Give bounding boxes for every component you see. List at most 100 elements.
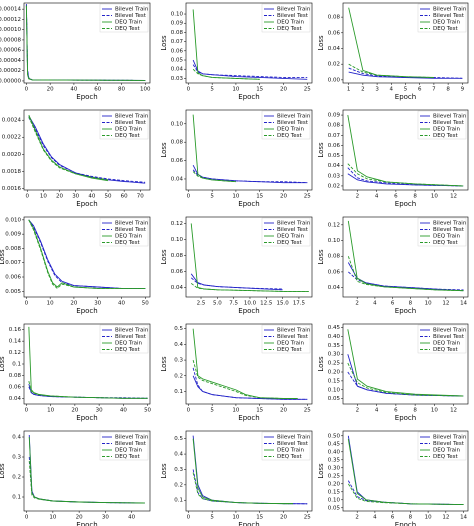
- series-line: [347, 438, 464, 506]
- x-tick-label: 10: [431, 408, 438, 414]
- y-tick-label: 0.06: [328, 143, 341, 149]
- y-tick-label: 0.04: [171, 67, 184, 73]
- x-tick-label: 4: [373, 515, 377, 521]
- x-tick-label: 70: [137, 194, 144, 200]
- series-line: [28, 116, 109, 181]
- legend-label: DEQ Train: [433, 448, 460, 454]
- legend-label: Bilevel Train: [115, 435, 149, 441]
- legend-label: Bilevel Test: [115, 441, 147, 447]
- y-tick-label: 0.10: [171, 237, 184, 243]
- legend-label: Bilevel Train: [433, 221, 467, 227]
- y-tick-label: 0.45: [328, 441, 341, 447]
- y-tick-label: 0.30: [328, 352, 341, 358]
- y-tick-label: 0.40: [328, 449, 341, 455]
- series-line: [347, 173, 464, 187]
- y-tick-label: 0.00004: [0, 58, 21, 64]
- legend-label: Bilevel Test: [277, 441, 309, 447]
- legend-label: DEQ Test: [433, 26, 458, 32]
- x-tick-label: 3: [375, 87, 379, 93]
- plot-frame: [23, 109, 151, 191]
- y-tick-label: 0.0018: [2, 169, 22, 175]
- legend-label: DEQ Train: [433, 341, 460, 347]
- x-axis-label: Epoch: [76, 307, 97, 315]
- y-tick-label: 0.1: [12, 362, 21, 368]
- y-tick-label: 0.0016: [2, 186, 22, 192]
- y-tick-label: 0.30: [328, 465, 341, 471]
- legend-label: DEQ Test: [115, 26, 140, 32]
- x-tick-label: 40: [128, 515, 135, 521]
- x-tick-label: 0: [25, 87, 29, 93]
- legend-label: DEQ Train: [433, 234, 460, 240]
- y-tick-label: 0.12: [171, 221, 183, 227]
- legend-label: Bilevel Train: [433, 114, 467, 120]
- series-line: [190, 277, 283, 290]
- legend-label: Bilevel Test: [433, 334, 465, 340]
- y-tick-label: 0.07: [171, 39, 184, 45]
- legend-label: Bilevel Test: [433, 441, 465, 447]
- y-tick-label: 0.10: [328, 238, 341, 244]
- legend-label: DEQ Test: [433, 347, 458, 353]
- x-tick-label: 10: [232, 408, 239, 414]
- x-tick-label: 20: [280, 408, 287, 414]
- x-tick-label: 15: [256, 515, 263, 521]
- series-line: [347, 362, 464, 397]
- x-tick-label: 15.0: [276, 301, 289, 307]
- series-line: [28, 219, 146, 289]
- series-line: [347, 220, 464, 292]
- x-tick-label: 10: [47, 408, 54, 414]
- x-tick-label: 20: [56, 194, 63, 200]
- y-tick-label: 0.08: [328, 123, 341, 129]
- series-line: [28, 219, 146, 290]
- x-axis-label: Epoch: [395, 307, 416, 315]
- y-tick-label: 0.04: [171, 176, 184, 182]
- x-tick-label: 2: [361, 87, 365, 93]
- y-tick-label: 0.3: [12, 455, 21, 461]
- x-tick-label: 10: [425, 301, 432, 307]
- legend-label: DEQ Train: [115, 20, 142, 26]
- legend-label: DEQ Train: [277, 341, 304, 347]
- legend-label: DEQ Train: [277, 448, 304, 454]
- legend-label: Bilevel Train: [277, 328, 311, 334]
- legend-label: DEQ Train: [115, 448, 142, 454]
- legend-label: Bilevel Train: [433, 7, 467, 13]
- x-tick-label: 60: [94, 87, 101, 93]
- legend-label: Bilevel Train: [277, 221, 311, 227]
- legend-label: DEQ Train: [433, 127, 460, 133]
- y-tick-label: 0.50: [328, 433, 341, 439]
- y-axis-label: Loss: [317, 35, 325, 51]
- y-tick-label: 0.08: [171, 30, 184, 36]
- legend-label: Bilevel Train: [115, 328, 149, 334]
- legend-label: Bilevel Train: [433, 328, 467, 334]
- x-tick-label: 25: [304, 87, 311, 93]
- x-tick-label: 8: [413, 408, 417, 414]
- y-tick-label: 0.10: [328, 387, 341, 393]
- x-tick-label: 10: [47, 301, 54, 307]
- legend-label: DEQ Test: [277, 240, 302, 246]
- y-tick-label: 0.14: [9, 339, 22, 345]
- x-tick-label: 4: [390, 87, 394, 93]
- x-tick-label: 40: [118, 301, 125, 307]
- series-line: [192, 114, 236, 183]
- x-tick-label: 0: [25, 194, 29, 200]
- x-tick-label: 17.5: [293, 301, 306, 307]
- legend-label: Bilevel Train: [433, 435, 467, 441]
- x-tick-label: 5: [210, 194, 214, 200]
- x-tick-label: 14: [460, 301, 467, 307]
- y-tick-label: 0.06: [171, 269, 184, 275]
- x-tick-label: 20: [280, 194, 287, 200]
- x-tick-label: 20: [280, 87, 287, 93]
- series-line: [192, 469, 308, 505]
- x-tick-label: 50: [144, 408, 151, 414]
- y-tick-label: 0.08: [171, 140, 184, 146]
- x-tick-label: 30: [94, 301, 101, 307]
- x-tick-label: 10: [232, 515, 239, 521]
- x-tick-label: 2: [356, 408, 360, 414]
- y-axis-label: Loss: [160, 142, 168, 158]
- series-line: [347, 480, 464, 506]
- series-line: [190, 283, 309, 292]
- y-tick-label: 0.10: [328, 497, 341, 503]
- y-tick-label: 0.07: [328, 133, 341, 139]
- y-tick-label: 0.12: [328, 222, 340, 228]
- series-line: [348, 71, 463, 79]
- x-tick-label: 5: [404, 87, 408, 93]
